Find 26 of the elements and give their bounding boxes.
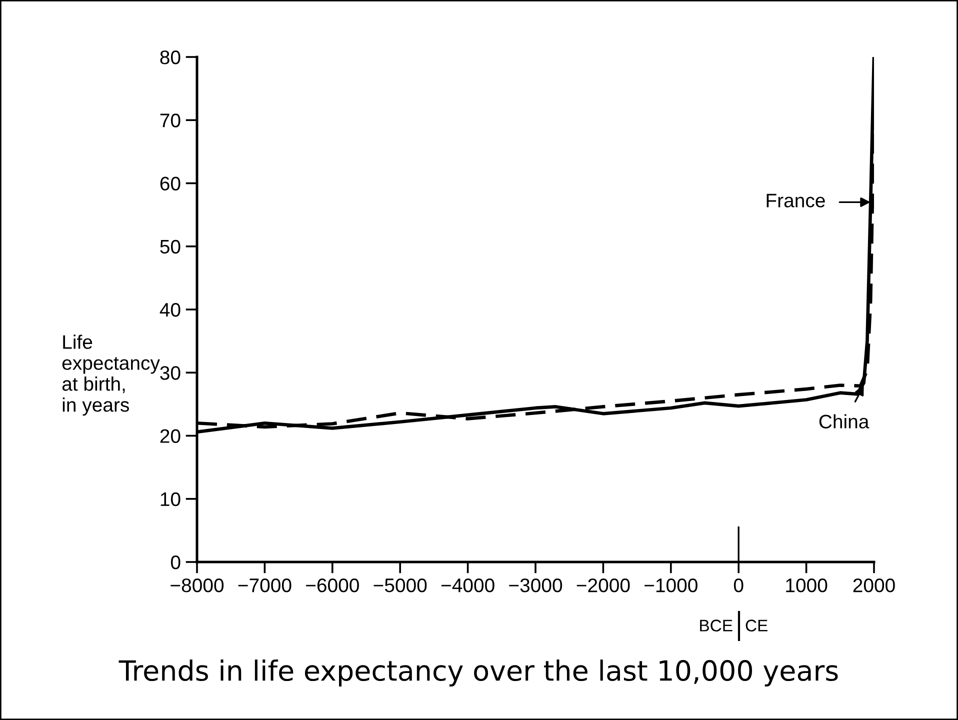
annotation: France xyxy=(766,194,825,208)
x-tick-label: 0 xyxy=(734,578,744,592)
x-tick-label: −5000 xyxy=(374,578,427,592)
y-tick-label: 10 xyxy=(160,492,180,506)
text: CE xyxy=(746,620,768,632)
y-tick-label: 80 xyxy=(160,50,180,64)
x-tick-label: 2000 xyxy=(853,578,895,592)
x-tick-label: −2000 xyxy=(576,578,630,592)
y-tick-label: 20 xyxy=(160,429,180,443)
x-tick-label: −6000 xyxy=(306,578,359,592)
x-tick-label: −8000 xyxy=(170,578,224,592)
x-tick-label: 1000 xyxy=(786,578,828,592)
x-tick-label: −3000 xyxy=(509,578,562,592)
x-tick-label: −7000 xyxy=(238,578,292,592)
y-axis-title: Life expectancy at birth, in years xyxy=(62,334,160,416)
annotation: China xyxy=(819,414,870,428)
y-tick-label: 40 xyxy=(160,302,180,317)
x-tick-label: −4000 xyxy=(441,578,494,592)
y-tick-label: 70 xyxy=(160,114,180,128)
text: BCE xyxy=(700,620,732,632)
y-tick-label: 60 xyxy=(160,176,180,190)
y-tick-label: 0 xyxy=(170,555,180,570)
y-tick-label: 50 xyxy=(160,240,180,254)
text: Trends in life expectancy over the last 10,000 years xyxy=(118,660,838,686)
y-tick-label: 30 xyxy=(160,366,180,380)
x-tick-label: −1000 xyxy=(644,578,698,592)
